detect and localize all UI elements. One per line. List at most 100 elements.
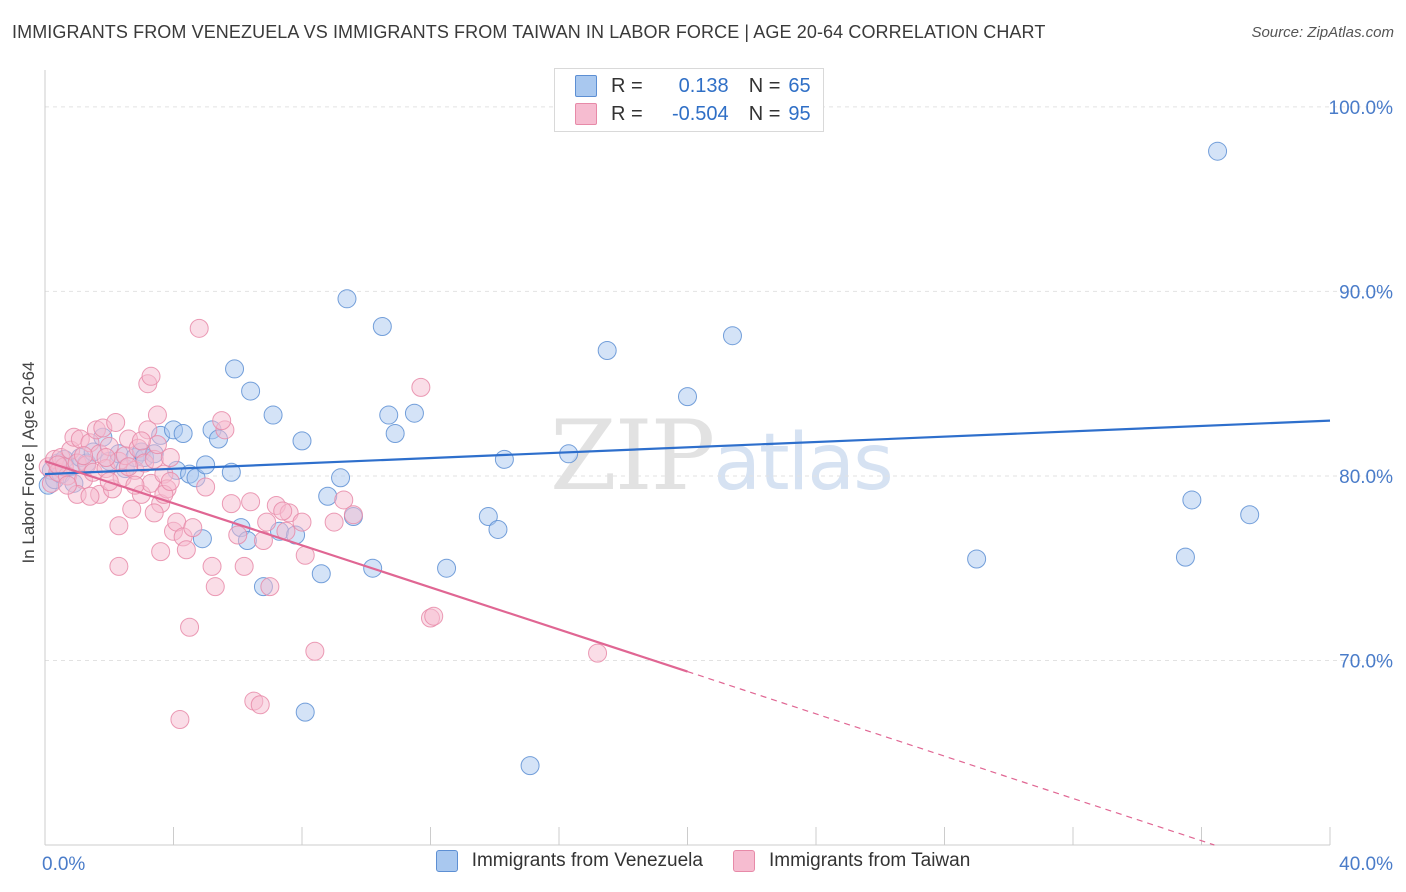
series-legend-taiwan: Immigrants from Taiwan (732, 850, 971, 872)
data-point-taiwan (273, 501, 293, 521)
data-point-taiwan (176, 540, 196, 560)
data-point-venezuela (173, 424, 193, 444)
data-point-taiwan (424, 606, 444, 626)
data-point-taiwan (180, 617, 200, 637)
data-point-venezuela (292, 431, 312, 451)
series-legend-venezuela: Immigrants from Venezuela (435, 850, 703, 872)
chart-title: IMMIGRANTS FROM VENEZUELA VS IMMIGRANTS … (12, 22, 1046, 42)
source-credit: Source: ZipAtlas.com (1251, 24, 1394, 41)
data-point-taiwan (221, 494, 241, 514)
data-point-venezuela (494, 449, 514, 469)
legend-n-label: N = (748, 74, 781, 97)
series-swatch-taiwan (732, 850, 755, 872)
data-point-venezuela (488, 519, 508, 539)
watermark-atlas: atlas (713, 418, 893, 508)
legend-r-label: R = (611, 102, 643, 125)
data-point-venezuela (1240, 505, 1260, 525)
legend-n-value: 95 (788, 102, 811, 125)
data-point-taiwan (324, 512, 344, 532)
data-point-taiwan (183, 518, 203, 538)
data-point-taiwan (96, 448, 116, 467)
y-tick-label: 80.0% (1339, 467, 1393, 488)
data-point-venezuela (520, 756, 540, 776)
legend-row-taiwan: R = -0.504 N = 95 (575, 100, 811, 128)
trend-line-venezuela (44, 419, 1331, 476)
data-point-taiwan (189, 318, 209, 338)
correlation-legend: R = 0.138 N = 65 R = -0.504 N = 95 (554, 68, 824, 132)
legend-r-value: 0.138 (678, 74, 729, 97)
data-point-venezuela (967, 549, 987, 569)
data-point-taiwan (147, 405, 167, 425)
y-tick-label: 100.0% (1329, 98, 1394, 119)
data-point-venezuela (311, 564, 331, 584)
legend-row-venezuela: R = 0.138 N = 65 (575, 72, 811, 100)
data-point-taiwan (57, 475, 77, 495)
data-point-taiwan (122, 499, 142, 519)
data-point-taiwan (141, 366, 161, 386)
data-point-taiwan (334, 490, 354, 510)
data-point-taiwan (160, 471, 180, 491)
series-name-taiwan: Immigrants from Taiwan (768, 850, 971, 871)
data-point-venezuela (404, 403, 424, 423)
data-point-taiwan (292, 512, 312, 532)
data-point-taiwan (106, 412, 126, 432)
data-point-taiwan (253, 531, 273, 551)
y-tick-label: 90.0% (1339, 282, 1393, 303)
data-point-taiwan (119, 457, 139, 477)
data-point-venezuela (318, 486, 338, 506)
data-point-taiwan (228, 525, 248, 545)
data-point-taiwan (588, 643, 608, 663)
y-axis-label: In Labor Force | Age 20-64 (19, 362, 38, 564)
data-point-taiwan (305, 641, 325, 661)
trend-line-taiwan (44, 460, 688, 673)
trend-line-extension-taiwan (687, 670, 1215, 846)
legend-n-value: 65 (788, 74, 811, 97)
data-point-venezuela (1175, 547, 1195, 567)
data-point-venezuela (1182, 490, 1202, 510)
data-point-venezuela (722, 326, 742, 346)
data-point-taiwan (234, 556, 254, 576)
data-point-taiwan (170, 710, 190, 730)
data-point-taiwan (257, 512, 277, 532)
data-point-taiwan (109, 516, 129, 536)
data-point-venezuela (241, 381, 261, 401)
x-tick-label: 0.0% (42, 854, 85, 875)
y-tick-label: 70.0% (1339, 651, 1393, 672)
legend-r-value: -0.504 (671, 102, 729, 125)
data-point-taiwan (109, 556, 129, 576)
data-point-taiwan (260, 577, 280, 597)
data-point-venezuela (263, 405, 283, 425)
data-point-taiwan (205, 577, 225, 597)
legend-n-label: N = (748, 102, 781, 125)
legend-r-label: R = (611, 74, 643, 97)
data-point-taiwan (151, 542, 171, 562)
data-point-taiwan (144, 503, 164, 523)
data-point-taiwan (241, 492, 261, 512)
data-point-taiwan (343, 505, 363, 525)
data-point-venezuela (478, 507, 498, 527)
data-point-venezuela (221, 462, 241, 482)
data-point-venezuela (678, 387, 697, 407)
data-point-taiwan (196, 477, 216, 497)
data-point-taiwan (131, 431, 151, 451)
data-point-venezuela (1208, 141, 1228, 161)
x-tick-label: 40.0% (1339, 854, 1393, 875)
data-point-venezuela (196, 455, 216, 475)
data-point-venezuela (385, 424, 405, 444)
data-point-taiwan (74, 446, 94, 466)
data-point-venezuela (372, 316, 392, 336)
data-point-venezuela (225, 359, 245, 379)
data-point-venezuela (559, 444, 579, 464)
data-point-taiwan (411, 377, 431, 397)
data-point-venezuela (331, 468, 351, 488)
data-point-taiwan (212, 411, 232, 431)
data-point-venezuela (437, 558, 457, 578)
data-point-venezuela (597, 340, 617, 360)
data-point-venezuela (295, 702, 315, 722)
data-point-taiwan (202, 556, 222, 576)
data-point-taiwan (250, 695, 270, 715)
data-point-taiwan (160, 448, 180, 467)
series-legend: Immigrants from Venezuela Immigrants fro… (0, 850, 1406, 872)
data-point-venezuela (379, 405, 399, 425)
